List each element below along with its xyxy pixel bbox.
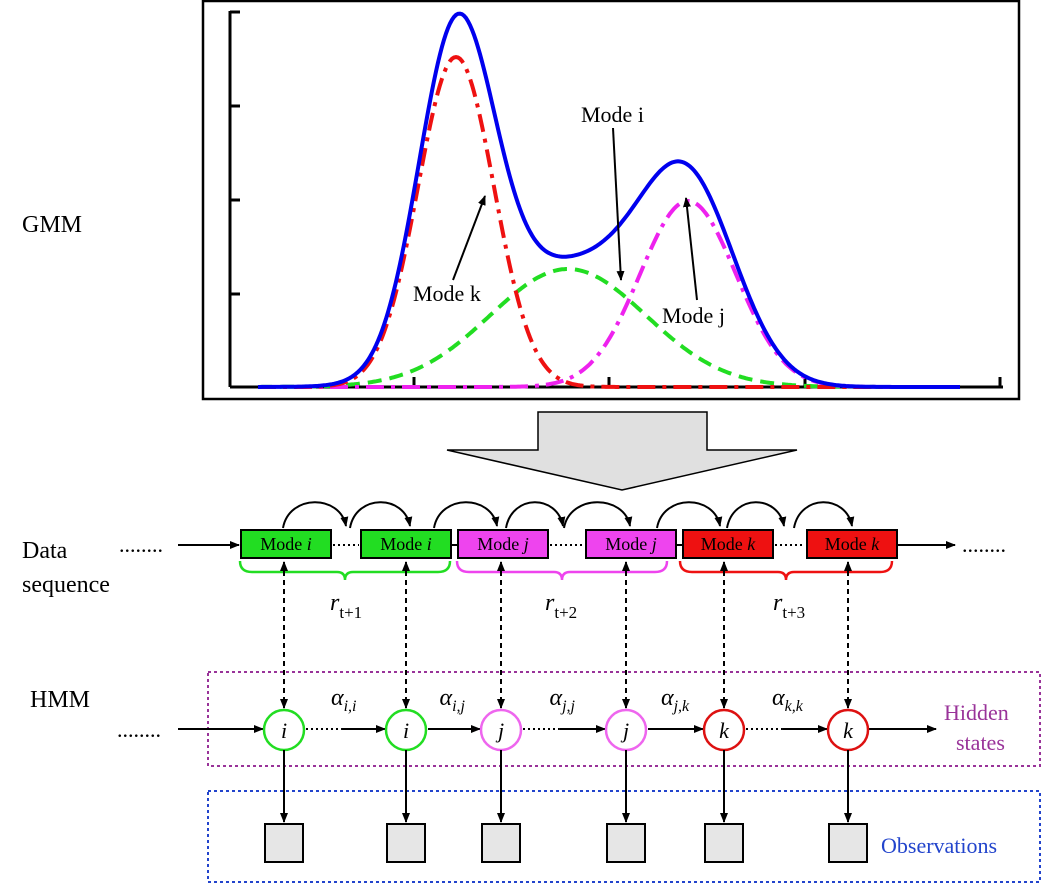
observations-label: Observations <box>881 833 997 858</box>
hidden-state-i: i <box>384 708 428 752</box>
sequence-box-label: Mode k <box>825 534 881 554</box>
observation-node <box>704 823 744 863</box>
hmm-leading-ellipsis: ........ <box>117 717 161 742</box>
hmm-row-label: HMM <box>30 687 90 713</box>
data-row-label-line1: Data <box>22 538 68 564</box>
data-sequence: ........ ........ Mode i Mode i Mode j Mode j… <box>119 501 1006 622</box>
sequence-box-mode-j: Mode j <box>585 529 677 559</box>
observation-node <box>481 823 521 863</box>
transition-label: αj,j <box>550 685 576 715</box>
sequence-brace <box>455 560 669 581</box>
sequence-arc-arrow <box>793 501 855 529</box>
observation-node <box>828 823 868 863</box>
sequence-brace <box>238 560 452 581</box>
transition-label: αk,k <box>772 685 804 715</box>
hmm-layer: ........ αi,i αi,j αj,j αj,k αk,k i i j j k k <box>117 561 937 863</box>
sequence-trailing-ellipsis: ........ <box>962 532 1006 557</box>
mode-j-annotation: Mode j <box>662 303 725 328</box>
sequence-box-mode-i: Mode i <box>360 529 452 559</box>
mode-i-annotation: Mode i <box>581 102 644 127</box>
hidden-state-j: j <box>604 708 648 752</box>
hidden-state-i: i <box>262 708 306 752</box>
hidden-state-label: j <box>620 718 629 743</box>
observation-node <box>264 823 304 863</box>
hidden-state-label: k <box>719 718 730 743</box>
hidden-state-label: k <box>843 718 854 743</box>
hidden-state-j: j <box>479 708 523 752</box>
hidden-states-label-line1: Hidden <box>944 700 1009 725</box>
brace-label: rt+1 <box>330 590 362 622</box>
sequence-box-label: Mode i <box>380 534 432 554</box>
hidden-states-label-line2: states <box>956 730 1005 755</box>
mixture-curve <box>258 11 960 389</box>
gmm-row-label: GMM <box>22 212 82 238</box>
data-row-label-line2: sequence <box>22 572 110 598</box>
hidden-state-label: j <box>495 718 504 743</box>
sequence-arc-arrow <box>505 501 566 529</box>
mode-i-curve <box>258 267 960 389</box>
sequence-arc-arrow <box>349 501 413 529</box>
hidden-state-label: i <box>281 718 287 743</box>
sequence-brace <box>678 560 894 581</box>
sequence-box-label: Mode j <box>477 534 529 554</box>
transition-label: αj,k <box>661 685 690 715</box>
hidden-state-k: k <box>826 708 870 752</box>
sequence-box-rect <box>360 529 452 559</box>
observation-node <box>606 823 646 863</box>
brace-label: rt+3 <box>773 590 805 622</box>
sequence-box-mode-k: Mode k <box>682 529 774 559</box>
sequence-box-mode-k: Mode k <box>806 529 898 559</box>
mode-j-pointer <box>682 197 698 301</box>
sequence-box-rect <box>806 529 898 559</box>
brace-label: rt+2 <box>545 590 577 622</box>
sequence-arc-arrow <box>282 501 349 529</box>
big-down-arrow <box>446 411 798 491</box>
mode-k-pointer <box>452 195 486 281</box>
sequence-leading-ellipsis: ........ <box>119 532 163 557</box>
sequence-arc-arrow <box>726 501 787 529</box>
observation-node <box>386 823 426 863</box>
gmm-panel: Mode i Mode k Mode j <box>201 0 1021 401</box>
sequence-box-label: Mode k <box>701 534 757 554</box>
sequence-box-mode-j: Mode j <box>457 529 549 559</box>
observations-box <box>207 790 1041 883</box>
sequence-box-rect <box>457 529 549 559</box>
sequence-box-rect <box>585 529 677 559</box>
sequence-box-rect <box>240 529 332 559</box>
hidden-state-label: i <box>403 718 409 743</box>
sequence-arc-arrow <box>656 501 723 529</box>
mode-k-annotation: Mode k <box>413 281 481 306</box>
sequence-box-label: Mode i <box>260 534 312 554</box>
sequence-box-rect <box>682 529 774 559</box>
sequence-box-mode-i: Mode i <box>240 529 332 559</box>
sequence-arc-arrow <box>433 501 500 529</box>
hidden-state-k: k <box>702 708 746 752</box>
sequence-arc-arrow <box>563 501 633 529</box>
mode-i-pointer <box>612 127 625 281</box>
mode-j-curve <box>258 198 960 389</box>
transition-label: αi,j <box>440 685 466 715</box>
sequence-box-label: Mode j <box>605 534 657 554</box>
transition-label: αi,i <box>331 685 357 715</box>
